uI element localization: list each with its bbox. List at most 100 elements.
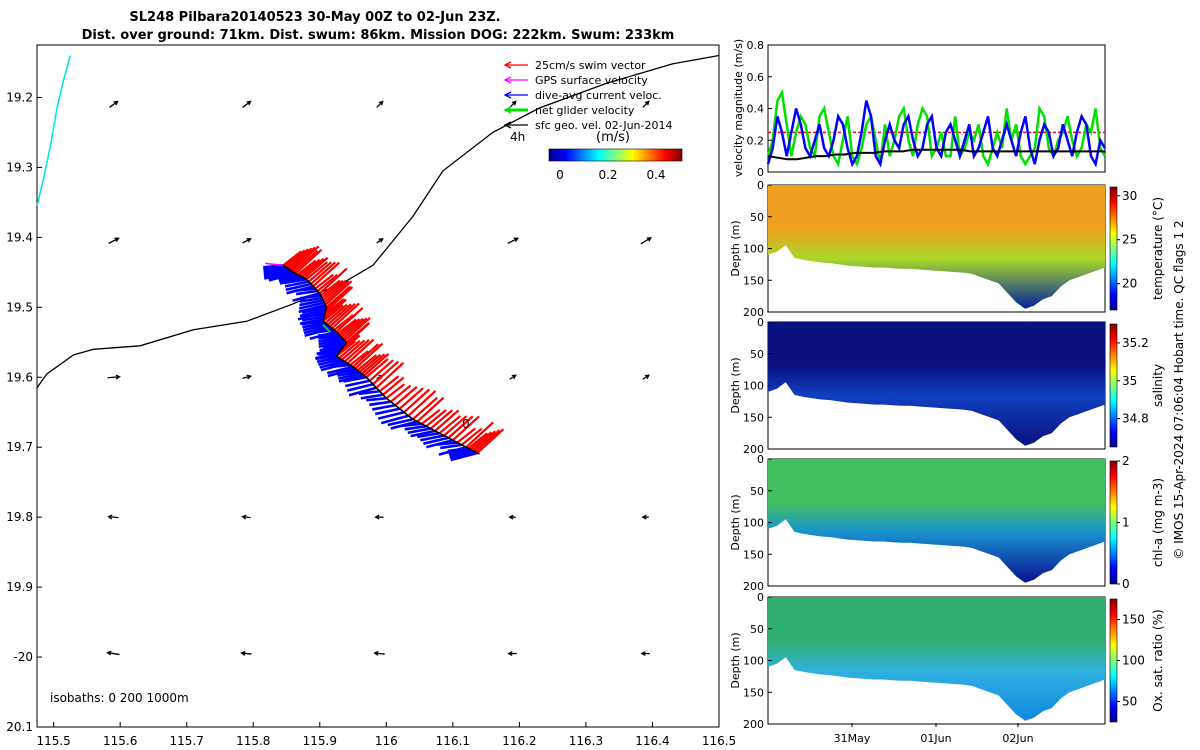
geo-arrow-head xyxy=(378,238,384,243)
swim-vector xyxy=(310,261,337,285)
velocity-y-tick-label: 0.6 xyxy=(747,71,765,84)
dive-vector xyxy=(284,278,307,285)
colorbar-units: (m/s) xyxy=(596,130,630,145)
swim-vector xyxy=(365,358,389,379)
colorbar-tick-label: 25 xyxy=(1122,233,1137,247)
dive-vector xyxy=(303,313,325,319)
coastline-line xyxy=(36,55,72,207)
geo-arrow xyxy=(376,100,384,108)
geo-arrow xyxy=(107,376,120,379)
depth-tick-label: 50 xyxy=(750,623,764,636)
dive-vector xyxy=(358,389,380,396)
section-temperature: 0 50 100 150 200 Depth (m) 30 25 20 temperature (… xyxy=(729,179,1165,319)
dive-vector xyxy=(345,379,370,388)
dive-vector xyxy=(301,320,324,326)
dive-vector xyxy=(417,431,440,439)
geo-arrow-head xyxy=(374,514,380,520)
dive-vector xyxy=(263,268,291,278)
geo-arrow-head xyxy=(511,100,517,106)
swim-vector xyxy=(452,415,480,442)
depth-tick-label: 200 xyxy=(743,443,764,456)
map-legend: 25cm/s swim vector GPS surface velocity di… xyxy=(503,59,672,132)
dive-velocity-series xyxy=(766,100,1107,168)
isobaths-label: isobaths: 0 200 1000m xyxy=(50,691,189,705)
swim-vector xyxy=(372,360,400,386)
swim-vector xyxy=(312,261,341,288)
swim-vector xyxy=(305,261,328,281)
swim-vector xyxy=(290,245,320,272)
swim-vector xyxy=(320,279,341,297)
swim-vector xyxy=(438,415,461,435)
geo-arrow xyxy=(107,651,120,656)
swim-vector xyxy=(467,432,488,450)
colorbar-tick-label: 150 xyxy=(1122,613,1145,627)
swim-vector xyxy=(349,350,369,366)
legend-label: dive-avg current veloc. xyxy=(535,89,662,102)
map-x-tick-label: 115.7 xyxy=(170,734,204,748)
dive-vector xyxy=(448,449,474,457)
map-y-ticks: 19.2 19.3 19.4 19.5 19.6 19.7 19.8 19.9 -20 20.1 xyxy=(6,90,42,734)
legend-label: 25cm/s swim vector xyxy=(535,59,646,72)
depth-tick-label: 0 xyxy=(757,316,764,329)
colorbar-tick-label: 0.4 xyxy=(646,168,665,182)
geo-arrow-head xyxy=(240,650,246,656)
colorbar-tick-label: 0.2 xyxy=(598,168,617,182)
geo-arrow-head xyxy=(246,374,252,380)
velocity-y-tick-label: 0.2 xyxy=(747,134,765,147)
swim-vector xyxy=(352,343,380,368)
legend-label: net glider velocity xyxy=(535,104,635,117)
dive-vector xyxy=(263,265,286,271)
swim-vector xyxy=(378,375,400,393)
depth-axis-label: Depth (m) xyxy=(729,357,742,413)
dive-vector xyxy=(346,382,374,392)
swim-vector xyxy=(342,317,368,340)
chart-title-line1: SL248 Pilbara20140523 30-May 00Z to 02-J… xyxy=(129,10,500,25)
swim-vector xyxy=(472,430,497,452)
swim-vector xyxy=(322,298,347,320)
dive-vector xyxy=(319,360,346,369)
dive-vector xyxy=(316,356,340,363)
dive-vector xyxy=(263,266,287,274)
geo-arrow-head xyxy=(646,237,652,242)
dive-vector xyxy=(299,299,324,307)
depth-tick-label: 100 xyxy=(743,380,764,393)
dive-vector xyxy=(295,289,318,296)
velocity-series xyxy=(766,88,1107,168)
depth-tick-label: 200 xyxy=(743,718,764,731)
swim-vector xyxy=(343,316,371,342)
map-frame xyxy=(36,44,720,728)
map-x-tick-label: 116.5 xyxy=(702,734,736,748)
footer-credit: © IMOS 15-Apr-2024 07:06:04 Hobart time.… xyxy=(1172,220,1186,559)
dive-vector xyxy=(277,273,298,278)
speed-colorbar-ticks: 0 0.2 0.4 xyxy=(556,168,665,182)
swim-vector xyxy=(331,302,360,330)
swim-vector xyxy=(382,376,405,396)
colorbar-tick-label: 0 xyxy=(556,168,564,182)
geo-arrow-head xyxy=(508,514,514,520)
swim-vector xyxy=(354,342,384,370)
swim-vector xyxy=(314,273,335,290)
geo-arrow-head xyxy=(644,100,650,106)
swim-vector xyxy=(358,353,382,373)
swim-vector xyxy=(434,409,460,432)
swim-vector xyxy=(324,280,353,306)
dive-vector xyxy=(348,386,377,397)
map-x-tick-label: 116.3 xyxy=(569,734,603,748)
depth-tick-label: 0 xyxy=(757,453,764,466)
swim-vector xyxy=(339,318,361,337)
swim-vector xyxy=(403,388,431,414)
swim-vector xyxy=(289,246,316,271)
coastline xyxy=(36,55,72,207)
depth-tick-label: 100 xyxy=(743,517,764,530)
dive-vector xyxy=(423,436,449,445)
velocity-ylabel: velocity magnitude (m/s) xyxy=(732,39,745,177)
legend-arrowhead xyxy=(503,61,512,69)
colorbar-label: salinity xyxy=(1151,364,1165,407)
swim-vector xyxy=(335,340,357,358)
swim-vector xyxy=(394,386,418,407)
swim-vector xyxy=(333,314,354,331)
section-data-fill xyxy=(768,322,1105,446)
geo-arrow-head xyxy=(640,651,646,657)
swim-vector xyxy=(429,409,454,430)
swim-vector xyxy=(299,258,321,277)
